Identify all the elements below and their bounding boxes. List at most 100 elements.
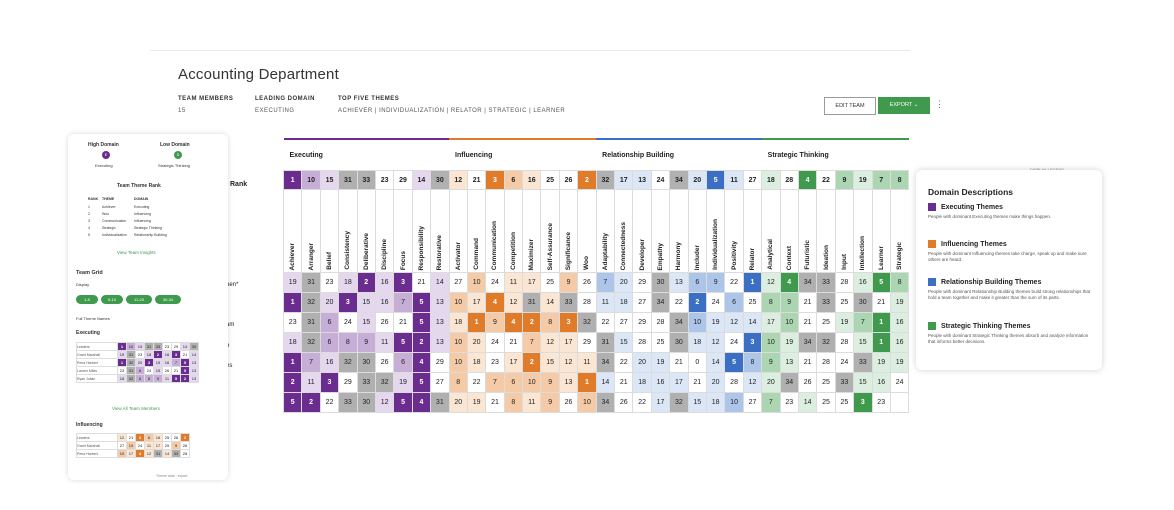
theme-column-header[interactable]: Significance <box>558 189 578 273</box>
meta-top-five: TOP FIVE THEMES ACHIEVER | INDIVIDUALIZA… <box>338 96 565 114</box>
member-theme-cell: 13 <box>779 352 799 373</box>
member-theme-cell: 4 <box>779 272 799 293</box>
theme-column-header[interactable]: Developer <box>632 189 652 273</box>
team-rank-cell: 34 <box>669 170 689 190</box>
theme-column-header[interactable]: Responsibility <box>411 189 431 273</box>
member-theme-cell: 0 <box>687 352 707 373</box>
member-theme-cell: 14 <box>595 372 616 393</box>
more-options-icon[interactable]: ⋮ <box>935 99 944 109</box>
member-theme-cell <box>889 392 910 413</box>
member-theme-cell: 18 <box>448 312 468 333</box>
member-theme-cell: 28 <box>834 332 855 353</box>
theme-column-header[interactable]: Empathy <box>650 189 670 273</box>
member-theme-cell: 24 <box>724 332 744 353</box>
display-pill-4[interactable]: 30-34 <box>155 295 181 304</box>
full-theme-names-toggle[interactable]: Full Theme Names <box>76 316 110 321</box>
member-theme-cell: 24 <box>338 312 358 333</box>
team-rank-cell: 19 <box>853 170 873 190</box>
member-theme-cell: 33 <box>816 292 836 313</box>
member-theme-cell: 21 <box>871 292 891 313</box>
edit-team-button[interactable]: EDIT TEAM <box>824 97 876 115</box>
member-name[interactable]: am <box>226 322 235 329</box>
theme-column-header[interactable]: Context <box>779 189 799 273</box>
theme-column-header[interactable]: Learner <box>871 189 891 273</box>
theme-name: Connectedness <box>620 221 628 270</box>
mini-theme-cell: 27 <box>117 441 127 450</box>
member-theme-cell: 9 <box>356 332 376 353</box>
theme-column-header[interactable]: Focus <box>393 189 413 273</box>
member-theme-cell: 30 <box>853 292 873 313</box>
theme-column-header[interactable]: Ideation <box>816 189 836 273</box>
theme-column-header[interactable]: Input <box>834 189 854 273</box>
theme-name: Discipline <box>381 239 389 270</box>
display-pill-1[interactable]: 1-5 <box>76 295 98 304</box>
member-theme-cell: 30 <box>356 352 376 373</box>
member-theme-cell: 13 <box>669 272 689 293</box>
team-rank-cell: 22 <box>816 170 836 190</box>
member-name[interactable]: pen* <box>226 282 239 288</box>
theme-name: Harmony <box>675 241 683 270</box>
member-theme-cell: 18 <box>687 332 707 353</box>
member-theme-cell: 7 <box>761 392 781 413</box>
theme-column-header[interactable]: Positivity <box>724 189 744 273</box>
theme-column-header[interactable]: Connectedness <box>614 189 633 273</box>
theme-name: Deliberative <box>362 233 370 270</box>
theme-column-header[interactable]: Includer <box>687 189 707 273</box>
member-theme-cell: 22 <box>319 392 340 413</box>
theme-column-header[interactable]: Futuristic <box>797 189 817 273</box>
theme-column-header[interactable]: Discipline <box>374 189 394 273</box>
team-rank-cell: 9 <box>834 170 855 190</box>
theme-column-header[interactable]: Self-Assurance <box>540 189 560 273</box>
member-theme-cell: 22 <box>466 372 487 393</box>
theme-column-header[interactable]: Strategic <box>889 189 909 273</box>
theme-column-header[interactable]: Competition <box>503 189 523 273</box>
theme-column-header[interactable]: Maximizer <box>522 189 541 273</box>
view-team-insights-link[interactable]: View Team Insights <box>117 250 156 255</box>
team-rank-cell: 13 <box>632 170 652 190</box>
theme-column-header[interactable]: Restorative <box>430 189 450 273</box>
theme-column-header[interactable]: Activator <box>448 189 468 273</box>
team-rank-cell: 16 <box>522 170 542 190</box>
theme-column-header[interactable]: Individualization <box>705 189 725 273</box>
theme-column-header[interactable]: Command <box>466 189 486 273</box>
rank-cell: 2 <box>88 212 90 216</box>
display-pill-3[interactable]: 11-20 <box>126 295 152 304</box>
mini-member-name: Leaders <box>76 342 118 351</box>
member-theme-cell: 24 <box>889 372 910 393</box>
member-name[interactable]: es <box>226 362 233 369</box>
relationship-description: Relationship Building Themes People with… <box>928 278 1092 301</box>
theme-column-header[interactable]: Intellection <box>853 189 872 273</box>
member-theme-cell: 25 <box>834 392 855 413</box>
theme-column-header[interactable]: Consistency <box>338 189 358 273</box>
theme-column-header[interactable]: Harmony <box>669 189 689 273</box>
theme-name: Learner <box>877 246 885 270</box>
view-all-members-link[interactable]: View All Team Members <box>112 406 160 411</box>
theme-column-header[interactable]: Belief <box>319 189 339 273</box>
member-theme-cell: 18 <box>632 372 652 393</box>
mini-theme-cell: 14 <box>189 350 199 359</box>
theme-column-header[interactable]: Adaptability <box>595 189 615 273</box>
member-theme-cell: 6 <box>393 352 413 373</box>
team-rank-cell: 33 <box>356 170 376 190</box>
display-pill-2[interactable]: 6-10 <box>101 295 123 304</box>
relationship-desc-title: Relationship Building Themes <box>941 278 1042 286</box>
leading-domain-label: LEADING DOMAIN <box>255 96 315 102</box>
member-theme-cell: 4 <box>411 392 432 413</box>
theme-column-header[interactable]: Communication <box>485 189 505 273</box>
export-button[interactable]: EXPORT ⌄ <box>878 97 930 114</box>
theme-column-header[interactable]: Analytical <box>761 189 781 273</box>
mini-theme-cell: 32 <box>126 358 136 367</box>
mini-theme-cell: 28 <box>180 449 190 458</box>
member-theme-cell: 15 <box>356 292 376 313</box>
member-theme-cell: 9 <box>485 312 505 333</box>
theme-column-header[interactable]: Relator <box>742 189 762 273</box>
theme-column-header[interactable]: Achiever <box>282 189 302 273</box>
theme-column-header[interactable]: Arranger <box>301 189 321 273</box>
mini-theme-cell: 26 <box>180 441 190 450</box>
theme-column-header[interactable]: Woo <box>577 189 597 273</box>
member-theme-cell: 12 <box>761 272 781 293</box>
theme-column-header[interactable]: Deliberative <box>356 189 376 273</box>
member-theme-cell: 22 <box>614 352 634 373</box>
member-theme-cell: 31 <box>595 332 616 353</box>
member-theme-cell: 32 <box>669 392 689 413</box>
